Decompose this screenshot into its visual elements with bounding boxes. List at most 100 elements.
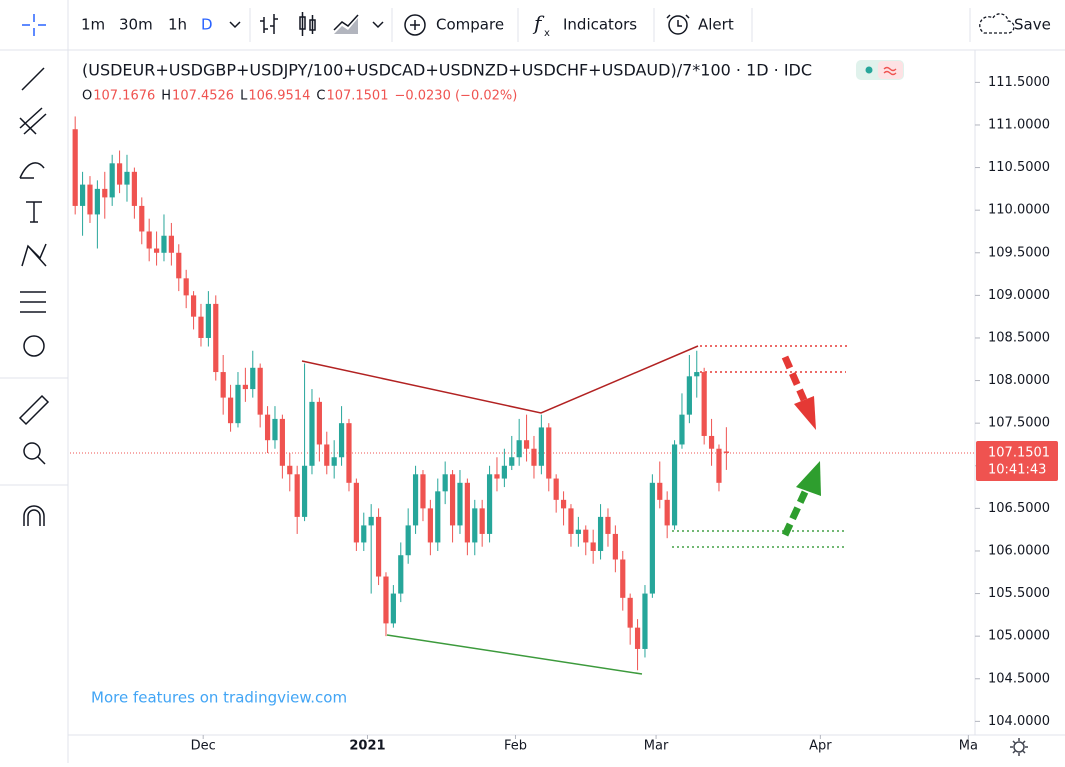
legend-value: 106.9514 xyxy=(248,89,310,104)
candle-body xyxy=(109,163,115,198)
candle-body xyxy=(671,444,678,526)
watermark-link[interactable]: More features on tradingview.com xyxy=(91,689,347,707)
y-tick-label: 104.5000 xyxy=(988,671,1050,686)
candle-body xyxy=(479,508,485,534)
legend-key: O xyxy=(82,89,92,104)
candle-body xyxy=(79,184,86,206)
candle-body xyxy=(375,516,382,577)
candle-body xyxy=(338,423,345,458)
alert-label[interactable]: Alert xyxy=(698,16,734,34)
candle-body xyxy=(301,465,308,517)
candle-body xyxy=(235,384,241,424)
y-tick-label: 108.0000 xyxy=(988,373,1050,388)
candle-body xyxy=(272,418,278,441)
measure-tool[interactable] xyxy=(18,394,50,426)
pattern-tool[interactable] xyxy=(21,243,47,267)
candle-body xyxy=(346,423,352,483)
x-tick-label: Apr xyxy=(809,739,832,754)
candle-body xyxy=(250,367,256,390)
x-tick-label: Feb xyxy=(504,739,527,754)
candle-body xyxy=(464,482,470,543)
candle-style-button[interactable] xyxy=(299,12,316,36)
style-dropdown[interactable] xyxy=(372,21,384,29)
up-arrow-head xyxy=(796,461,821,496)
candle-body xyxy=(257,367,263,415)
interval-button[interactable]: 1h xyxy=(168,16,187,34)
candle-body xyxy=(146,231,152,249)
emoji-tool[interactable] xyxy=(23,335,45,357)
user-drawings xyxy=(301,345,848,675)
legend-value: 107.4526 xyxy=(172,89,234,104)
candle-body xyxy=(649,482,655,594)
trend-line-tool[interactable] xyxy=(21,67,45,91)
up-arrow xyxy=(781,490,809,537)
candle-body xyxy=(509,457,515,466)
candle-body xyxy=(116,163,123,185)
interval-button[interactable]: 30m xyxy=(119,16,153,34)
candle-body xyxy=(198,316,204,338)
candle-body xyxy=(612,533,618,560)
interval-button[interactable]: 1m xyxy=(81,16,105,34)
candle-body xyxy=(427,508,433,543)
candle-body xyxy=(620,559,626,598)
candle-body xyxy=(605,516,611,534)
candle-body xyxy=(87,184,93,215)
candle-body xyxy=(139,205,145,232)
text-tool[interactable] xyxy=(26,201,42,223)
candle-body xyxy=(560,499,567,509)
legend-key: H xyxy=(161,89,171,104)
candle-body xyxy=(183,278,189,296)
candle-body xyxy=(412,474,419,526)
candle-body xyxy=(331,457,337,466)
interval-button[interactable]: D xyxy=(201,16,213,34)
candle-body xyxy=(597,516,604,551)
down-arrow-head xyxy=(794,396,816,430)
candle-body xyxy=(390,593,396,624)
magnet-tool[interactable] xyxy=(23,505,45,526)
candle-body xyxy=(102,188,108,198)
candle-body xyxy=(420,474,426,509)
candle-body xyxy=(353,482,359,543)
candle-body xyxy=(309,401,315,466)
area-style-button[interactable] xyxy=(333,14,359,34)
candle-body xyxy=(449,474,456,526)
y-tick-label: 105.0000 xyxy=(988,629,1050,644)
crosshair-tool[interactable] xyxy=(22,14,46,36)
brush-tool[interactable] xyxy=(19,162,45,179)
settings-button[interactable] xyxy=(1010,738,1028,756)
alert-button[interactable]: Alert xyxy=(666,14,734,35)
candle-body xyxy=(694,372,700,377)
y-tick-label: 110.0000 xyxy=(988,203,1050,218)
candle-body xyxy=(538,427,544,466)
candle-body xyxy=(472,508,478,543)
prediction-tool[interactable] xyxy=(20,291,46,313)
y-tick-label: 107.5000 xyxy=(988,416,1050,431)
save-button[interactable]: Save xyxy=(979,13,1051,34)
candle-body xyxy=(242,384,248,390)
candle-body xyxy=(583,529,589,543)
fib-tool[interactable] xyxy=(19,107,47,135)
candle-body xyxy=(590,542,596,551)
candle-body xyxy=(634,627,641,649)
y-tick-label: 111.5000 xyxy=(988,75,1050,90)
candle-body xyxy=(486,474,493,534)
zoom-tool[interactable] xyxy=(23,442,41,460)
candle-body xyxy=(568,508,574,534)
interval-dropdown[interactable] xyxy=(229,21,241,29)
x-tick-label: Ma xyxy=(959,739,978,754)
legend-key: L xyxy=(240,89,248,104)
indicators-icon[interactable]: x xyxy=(544,28,550,39)
compare-button[interactable]: Compare xyxy=(404,14,504,36)
bar-style-button[interactable] xyxy=(260,14,278,34)
legend-value: 107.1676 xyxy=(93,89,155,104)
candle-body xyxy=(708,435,715,449)
candle-body xyxy=(161,235,167,253)
candle-body xyxy=(124,171,130,185)
save-label[interactable]: Save xyxy=(1014,16,1051,34)
indicators-label[interactable]: Indicators xyxy=(563,16,637,34)
candle-body xyxy=(190,295,197,317)
candle-body xyxy=(442,474,448,492)
candle-body xyxy=(494,474,500,479)
candle-body xyxy=(575,529,581,534)
compare-label[interactable]: Compare xyxy=(436,16,504,34)
